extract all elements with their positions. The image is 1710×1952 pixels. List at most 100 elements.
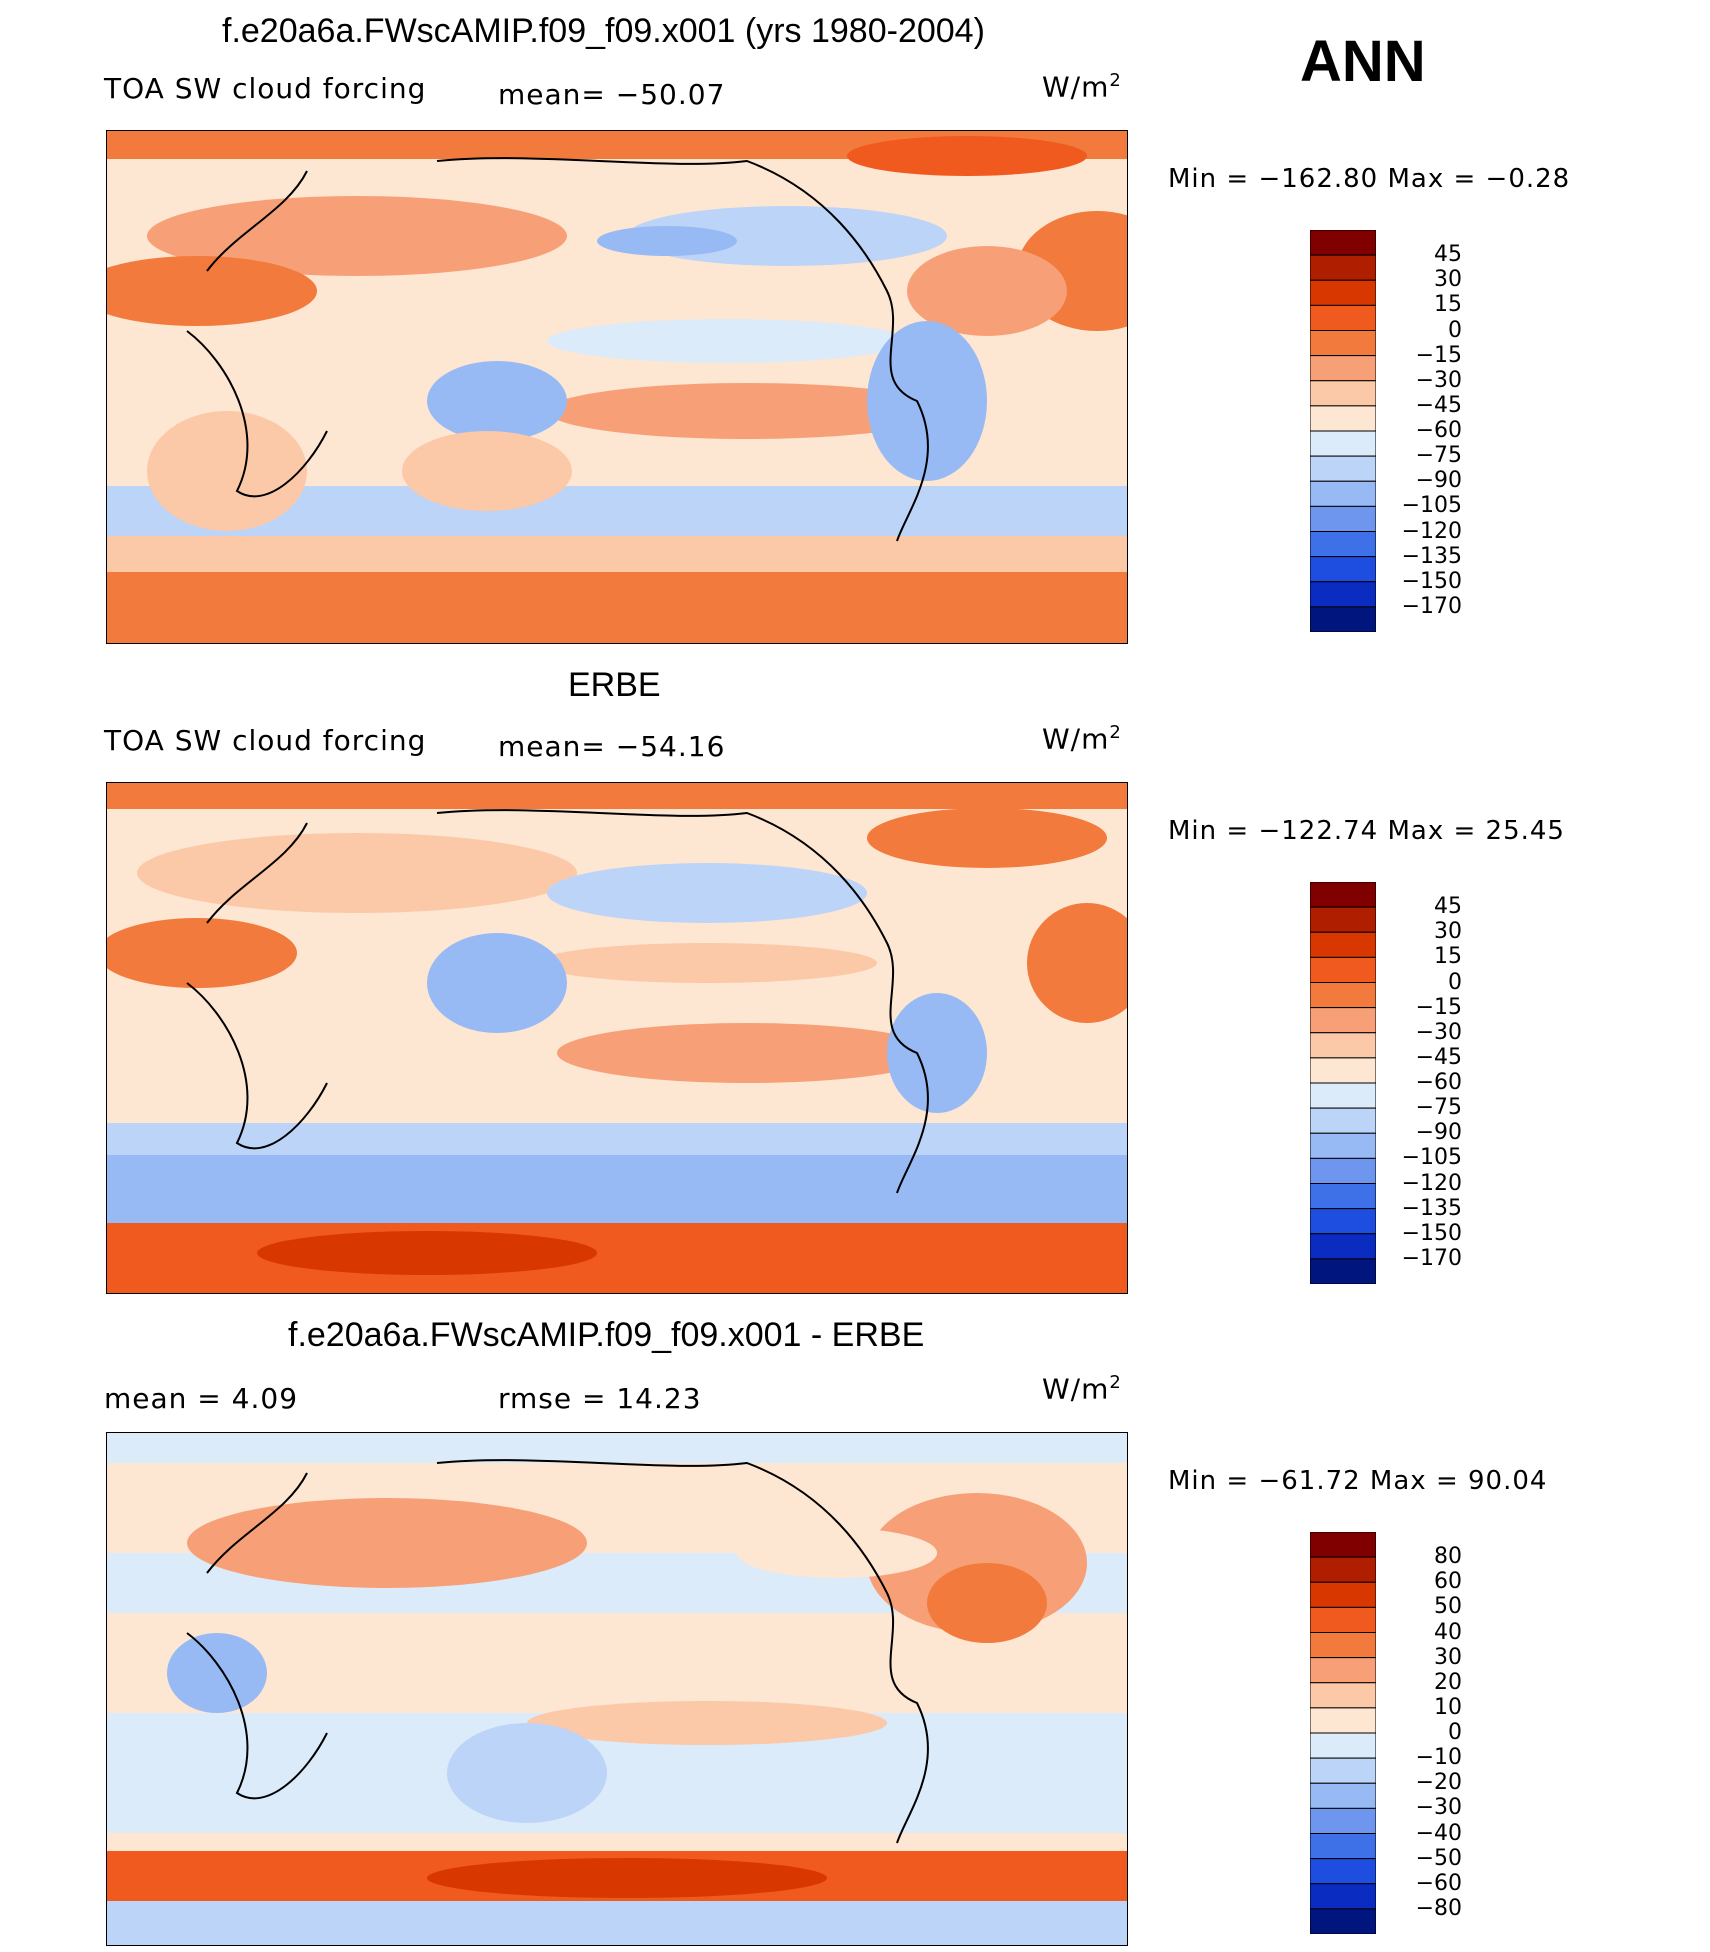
- colorbar-tick-label: −30: [1415, 1795, 1462, 1821]
- colorbar-tick-label: −30: [1415, 1019, 1462, 1045]
- colorbar-tick-label: 20: [1434, 1669, 1462, 1695]
- colorbar-swatch: [1309, 1606, 1377, 1633]
- colorbar-swatch: [1309, 906, 1377, 933]
- colorbar-tick-label: −150: [1401, 568, 1462, 594]
- colorbar-swatch: [1309, 881, 1377, 908]
- colorbar-swatch: [1309, 1107, 1377, 1134]
- panel-3-map: [106, 1432, 1128, 1946]
- colorbar-swatch: [1309, 556, 1377, 583]
- panel-2-units: W/m2: [1042, 722, 1122, 756]
- colorbar-tick-label: −75: [1415, 1095, 1462, 1121]
- colorbar-swatch: [1309, 1807, 1377, 1834]
- colorbar-tick-label: −135: [1401, 1195, 1462, 1221]
- panel-3-map-field: [107, 1433, 1127, 1945]
- colorbar-swatch: [1309, 304, 1377, 331]
- colorbar-swatch: [1309, 1082, 1377, 1109]
- colorbar-swatch: [1309, 455, 1377, 482]
- colorbar-tick-label: −30: [1415, 367, 1462, 393]
- colorbar-swatch: [1309, 1908, 1377, 1935]
- colorbar-tick-label: −10: [1415, 1745, 1462, 1771]
- colorbar-swatch: [1309, 1657, 1377, 1684]
- colorbar-tick-label: 15: [1434, 292, 1462, 318]
- colorbar-tick-label: −50: [1415, 1845, 1462, 1871]
- colorbar-tick-label: −170: [1401, 1245, 1462, 1271]
- panel-1-colorbar-labels: 45 30 15 0 −15 −30 −45 −60 −75 −90 −105 −120 −135 −15…: [1388, 230, 1508, 632]
- colorbar-swatch: [1309, 1883, 1377, 1910]
- colorbar-tick-label: 45: [1434, 894, 1462, 920]
- colorbar-swatch: [1309, 1157, 1377, 1184]
- panel-2-minmax: Min = −122.74 Max = 25.45: [1168, 816, 1565, 846]
- panel-1-mean-label: mean= −50.07: [498, 78, 726, 111]
- colorbar-tick-label: −120: [1401, 518, 1462, 544]
- colorbar-swatch: [1309, 1581, 1377, 1608]
- panel-2-colorbar-labels: 45 30 15 0 −15 −30 −45 −60 −75 −90 −105 −120 −135 −15…: [1388, 882, 1508, 1284]
- colorbar-swatch: [1309, 1858, 1377, 1885]
- colorbar-swatch: [1309, 480, 1377, 507]
- colorbar-swatch: [1309, 405, 1377, 432]
- colorbar-tick-label: 30: [1434, 267, 1462, 293]
- panel-1-map: [106, 130, 1128, 644]
- panel-1-units: W/m2: [1042, 70, 1122, 104]
- colorbar-swatch: [1309, 1258, 1377, 1285]
- colorbar-tick-label: −20: [1415, 1770, 1462, 1796]
- colorbar-tick-label: −45: [1415, 392, 1462, 418]
- colorbar-tick-label: −60: [1415, 1870, 1462, 1896]
- panel-3-minmax: Min = −61.72 Max = 90.04: [1168, 1466, 1548, 1496]
- colorbar-tick-label: −150: [1401, 1220, 1462, 1246]
- colorbar-swatch: [1309, 1757, 1377, 1784]
- colorbar-swatch: [1309, 956, 1377, 983]
- colorbar-swatch: [1309, 982, 1377, 1009]
- colorbar-swatch: [1309, 229, 1377, 256]
- colorbar-swatch: [1309, 505, 1377, 532]
- colorbar-swatch: [1309, 1632, 1377, 1659]
- colorbar-tick-label: −80: [1415, 1895, 1462, 1921]
- colorbar-swatch: [1309, 430, 1377, 457]
- colorbar-swatch: [1309, 531, 1377, 558]
- colorbar-tick-label: −135: [1401, 543, 1462, 569]
- colorbar-tick-label: −60: [1415, 418, 1462, 443]
- colorbar-swatch: [1309, 1782, 1377, 1809]
- colorbar-swatch: [1309, 1682, 1377, 1709]
- colorbar-2-swatches: [1309, 881, 1377, 1285]
- colorbar-tick-label: −75: [1415, 443, 1462, 469]
- colorbar-swatch: [1309, 1007, 1377, 1034]
- colorbar-swatch: [1309, 279, 1377, 306]
- colorbar-swatch: [1309, 355, 1377, 382]
- panel-2-map-field: [107, 783, 1127, 1293]
- colorbar-swatch: [1309, 1732, 1377, 1759]
- panel-1-map-field: [107, 131, 1127, 643]
- colorbar-1-swatches: [1309, 229, 1377, 633]
- colorbar-tick-label: −90: [1415, 1120, 1462, 1146]
- panel-2-mean-label: mean= −54.16: [498, 730, 726, 763]
- colorbar-tick-label: 30: [1434, 919, 1462, 945]
- colorbar-tick-label: 50: [1434, 1594, 1462, 1620]
- panel-3-rmse-label: rmse = 14.23: [498, 1382, 702, 1415]
- colorbar-tick-label: −170: [1401, 593, 1462, 619]
- colorbar-tick-label: 0: [1448, 969, 1462, 995]
- panel-2-variable-label: TOA SW cloud forcing: [104, 724, 427, 757]
- colorbar-tick-label: 10: [1434, 1694, 1462, 1720]
- colorbar-swatch: [1309, 1707, 1377, 1734]
- colorbar-swatch: [1309, 1208, 1377, 1235]
- panel-3-mean-label: mean = 4.09: [104, 1382, 299, 1415]
- colorbar-tick-label: −15: [1415, 994, 1462, 1020]
- colorbar-tick-label: −105: [1401, 1145, 1462, 1171]
- panel-2-title: ERBE: [568, 666, 661, 704]
- colorbar-tick-label: −15: [1415, 342, 1462, 368]
- colorbar-tick-label: 45: [1434, 242, 1462, 268]
- colorbar-swatch: [1309, 1032, 1377, 1059]
- panel-3-title: f.e20a6a.FWscAMIP.f09_f09.x001 - ERBE: [288, 1316, 925, 1354]
- panel-1-variable-label: TOA SW cloud forcing: [104, 72, 427, 105]
- colorbar-tick-label: 0: [1448, 1720, 1462, 1745]
- colorbar-swatch: [1309, 581, 1377, 608]
- panel-2-map: [106, 782, 1128, 1294]
- colorbar-tick-label: 80: [1434, 1544, 1462, 1570]
- panel-1-minmax: Min = −162.80 Max = −0.28: [1168, 164, 1571, 194]
- colorbar-tick-label: −60: [1415, 1070, 1462, 1095]
- panel-3-colorbar: [1309, 1531, 1377, 1935]
- colorbar-swatch: [1309, 380, 1377, 407]
- colorbar-3-swatches: [1309, 1531, 1377, 1935]
- colorbar-swatch: [1309, 1556, 1377, 1583]
- colorbar-tick-label: −40: [1415, 1820, 1462, 1846]
- colorbar-swatch: [1309, 1132, 1377, 1159]
